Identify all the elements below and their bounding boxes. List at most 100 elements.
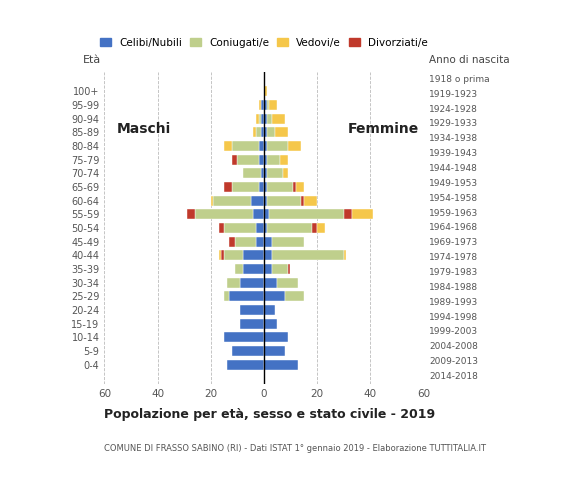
Bar <box>232 141 259 151</box>
Bar <box>267 168 282 179</box>
Bar <box>264 360 299 370</box>
Text: COMUNE DI FRASSO SABINO (RI) - Dati ISTAT 1° gennaio 2019 - Elaborazione TUTTITA: COMUNE DI FRASSO SABINO (RI) - Dati ISTA… <box>104 444 487 453</box>
Bar <box>267 195 301 206</box>
Bar <box>232 346 264 356</box>
Text: 1984-1988: 1984-1988 <box>429 283 478 292</box>
Text: Età: Età <box>84 55 102 65</box>
Bar <box>264 195 267 206</box>
Bar <box>187 209 195 219</box>
Bar <box>259 114 261 124</box>
Bar <box>232 155 237 165</box>
Bar <box>282 168 288 179</box>
Bar <box>259 182 264 192</box>
Text: 1924-1928: 1924-1928 <box>429 105 478 114</box>
Bar <box>224 223 256 233</box>
Bar <box>219 223 224 233</box>
Bar <box>261 100 264 110</box>
Text: 1929-1933: 1929-1933 <box>429 120 478 129</box>
Bar <box>264 114 267 124</box>
Text: 2004-2008: 2004-2008 <box>429 342 478 351</box>
Bar <box>261 168 264 179</box>
Bar <box>264 86 267 96</box>
Bar <box>267 141 288 151</box>
Bar <box>264 223 267 233</box>
Bar <box>272 114 285 124</box>
Bar <box>211 195 213 206</box>
Text: 1989-1993: 1989-1993 <box>429 298 478 307</box>
Bar <box>222 250 224 261</box>
Bar <box>264 141 267 151</box>
Bar <box>253 209 264 219</box>
Bar <box>259 100 261 110</box>
Bar <box>264 291 285 301</box>
Text: 1954-1958: 1954-1958 <box>429 194 478 203</box>
Bar <box>288 264 291 274</box>
Bar <box>261 114 264 124</box>
Bar <box>274 127 288 137</box>
Bar <box>267 223 312 233</box>
Bar <box>232 182 259 192</box>
Bar <box>224 182 232 192</box>
Bar <box>267 114 272 124</box>
Text: 1944-1948: 1944-1948 <box>429 164 478 173</box>
Bar <box>343 209 351 219</box>
Bar <box>264 319 277 329</box>
Bar <box>242 168 261 179</box>
Bar <box>227 277 240 288</box>
Text: 1959-1963: 1959-1963 <box>429 209 478 217</box>
Bar <box>267 155 280 165</box>
Text: 1999-2003: 1999-2003 <box>429 327 478 336</box>
Bar <box>242 264 264 274</box>
Text: 1934-1938: 1934-1938 <box>429 134 478 144</box>
Bar <box>343 250 346 261</box>
Text: 1964-1968: 1964-1968 <box>429 224 478 232</box>
Text: 2014-2018: 2014-2018 <box>429 372 478 381</box>
Text: 1969-1973: 1969-1973 <box>429 239 478 247</box>
Bar <box>240 319 264 329</box>
Text: 1994-1998: 1994-1998 <box>429 312 478 322</box>
Bar <box>267 100 269 110</box>
Bar <box>264 237 272 247</box>
Text: Popolazione per età, sesso e stato civile - 2019: Popolazione per età, sesso e stato civil… <box>104 408 436 420</box>
Bar <box>269 209 343 219</box>
Bar <box>224 291 229 301</box>
Bar <box>312 223 317 233</box>
Bar <box>264 277 277 288</box>
Bar <box>272 237 304 247</box>
Bar <box>317 223 325 233</box>
Text: 1918 o prima: 1918 o prima <box>429 75 490 84</box>
Bar <box>301 195 304 206</box>
Bar <box>229 291 264 301</box>
Text: 2009-2013: 2009-2013 <box>429 357 478 366</box>
Legend: Celibi/Nubili, Coniugati/e, Vedovi/e, Divorziati/e: Celibi/Nubili, Coniugati/e, Vedovi/e, Di… <box>96 34 432 52</box>
Bar <box>288 141 301 151</box>
Text: 1919-1923: 1919-1923 <box>429 90 478 99</box>
Bar <box>256 223 264 233</box>
Bar <box>227 360 264 370</box>
Bar <box>264 250 272 261</box>
Bar <box>296 182 304 192</box>
Bar <box>261 127 264 137</box>
Bar <box>253 127 256 137</box>
Bar <box>272 250 343 261</box>
Bar <box>264 182 267 192</box>
Bar <box>242 250 264 261</box>
Bar <box>285 291 304 301</box>
Bar <box>264 305 274 315</box>
Bar <box>267 127 274 137</box>
Bar <box>351 209 373 219</box>
Bar <box>272 264 288 274</box>
Bar <box>256 237 264 247</box>
Text: 1949-1953: 1949-1953 <box>429 179 478 188</box>
Bar <box>240 305 264 315</box>
Bar <box>240 277 264 288</box>
Bar <box>224 141 232 151</box>
Text: 1974-1978: 1974-1978 <box>429 253 478 262</box>
Bar <box>259 141 264 151</box>
Bar <box>251 195 264 206</box>
Bar <box>224 332 264 342</box>
Bar <box>264 127 267 137</box>
Bar <box>293 182 296 192</box>
Bar <box>264 264 272 274</box>
Bar <box>264 332 288 342</box>
